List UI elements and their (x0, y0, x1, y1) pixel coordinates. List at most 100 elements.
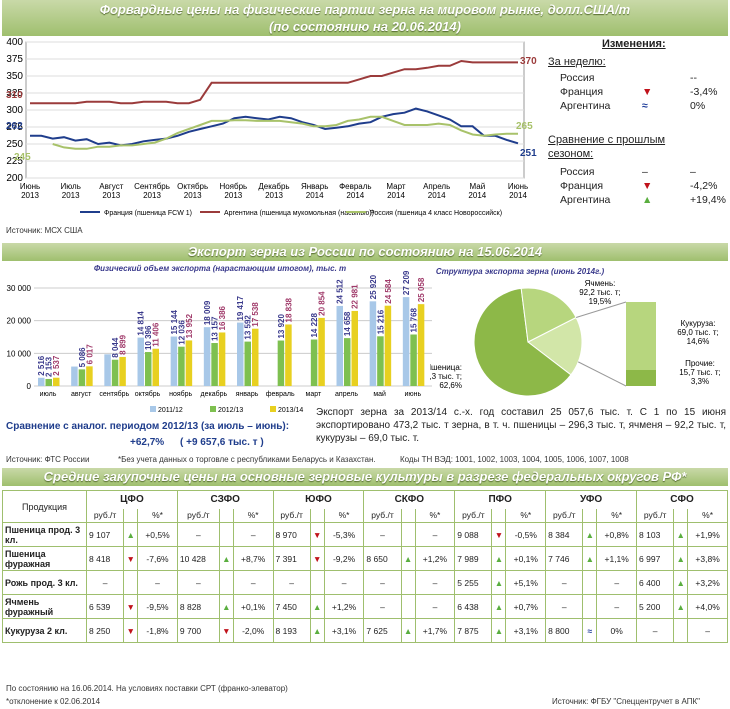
bar-value-label: 15 144 (170, 310, 179, 335)
pct-value: +3,1% (505, 618, 547, 643)
product-name: Пшеница фуражная (2, 546, 87, 571)
pct-value: +3,1% (323, 618, 365, 643)
price-value: – (545, 594, 584, 619)
product-header: Продукция (2, 490, 87, 523)
y-tick-label: 10 000 (7, 349, 32, 358)
x-tick-label-year: 2013 (224, 191, 242, 200)
bar (218, 332, 226, 386)
footer-note-2: *отклонение к 02.06.2014 (6, 697, 101, 706)
change-value: -- (690, 72, 697, 84)
trend-arrow-icon: ▲ (491, 618, 507, 643)
price-value: – (272, 570, 311, 595)
district-header: ПФО (454, 490, 547, 509)
bar (78, 369, 86, 386)
x-tick-label-year: 2013 (102, 191, 120, 200)
x-tick-label: Май (469, 182, 485, 191)
legend-label: Франция (пшеница FCW 1) (104, 210, 192, 217)
pie-label-name: Ячмень: (585, 279, 616, 288)
bar (318, 317, 325, 386)
y-tick-label: 400 (6, 37, 23, 48)
bar (211, 343, 218, 386)
change-value: – (690, 166, 696, 178)
pie-bar-other (626, 370, 656, 386)
trend-arrow-icon (218, 522, 234, 547)
bar-value-label: 5 086 (78, 347, 87, 368)
y-tick-label: 200 (6, 173, 23, 184)
bar-value-label: 13 952 (185, 313, 194, 338)
price-value: – (363, 570, 402, 595)
x-tick-label: Сентябрь (134, 182, 170, 191)
bar-value-label: 14 814 (137, 311, 146, 336)
trend-arrow-icon: ▲ (400, 546, 416, 571)
bar (203, 327, 211, 386)
table-row: Пшеница прод. 3 кл. 9 107 ▲ +0,5% – –8 970 ▼ -5… (2, 522, 728, 547)
price-value: 9 088 (454, 522, 493, 547)
pct-value: – (687, 618, 728, 643)
y-tick-label: 0 (27, 382, 32, 391)
legend-label: 2012/13 (218, 407, 243, 414)
source-fts: Источник: ФТС России (6, 455, 90, 464)
change-arrow-icon: ≈ (642, 100, 648, 112)
export-compare-pct: +62,7% (130, 437, 165, 448)
unit-header: руб./т (85, 508, 125, 523)
pie-label-pct: 19,5% (589, 297, 612, 306)
series-line (52, 115, 518, 150)
y-tick-label: 300 (6, 105, 23, 116)
x-tick-label: март (306, 391, 322, 398)
table-row: Кукуруза 2 кл. 8 250 ▼ -1,8% 9 700 ▼ -2,0% 8 19… (2, 618, 728, 643)
x-tick-label-year: 2014 (468, 191, 486, 200)
trend-arrow-icon: ▲ (673, 546, 689, 571)
export-note: *Без учета данных о торговле с республик… (118, 455, 376, 464)
price-value: 8 193 (272, 618, 311, 643)
trend-arrow-icon: ▲ (673, 570, 689, 595)
forward-prices-chart: 200225250275300325350375400Июнь2013Июль2… (6, 37, 537, 217)
price-value: – (85, 570, 125, 595)
x-tick-label-year: 2014 (387, 191, 405, 200)
y-tick-label: 20 000 (7, 317, 32, 326)
y-tick-label: 250 (6, 139, 23, 150)
legend-swatch (270, 406, 276, 412)
pct-value: +0,1% (232, 594, 274, 619)
x-tick-label-year: 2013 (143, 191, 161, 200)
pct-value: +0,8% (596, 522, 638, 547)
x-tick-label-year: 2013 (184, 191, 202, 200)
pct-value: +0,7% (505, 594, 547, 619)
price-value: 9 700 (176, 618, 220, 643)
change-value: -3,4% (690, 86, 718, 98)
arrow-header (673, 508, 689, 523)
change-country: Аргентина (560, 194, 611, 206)
bar (178, 346, 185, 386)
price-value: 8 418 (85, 546, 125, 571)
trend-arrow-icon: ▼ (218, 618, 234, 643)
district-header: ЦФО (86, 490, 178, 509)
source-usda: Источник: МСХ США (6, 226, 83, 235)
bar (252, 328, 259, 386)
pct-value: +1,9% (687, 522, 728, 547)
bar (38, 377, 45, 386)
x-tick-label: Февраль (339, 182, 372, 191)
bar-value-label: 22 981 (351, 284, 360, 309)
purchase-title: Средние закупочные цены на основные зерн… (43, 469, 687, 484)
pct-value: -0,5% (505, 522, 547, 547)
footer-source: Источник: ФГБУ "Спеццентручет в АПК" (552, 697, 700, 706)
arrow-header (309, 508, 325, 523)
x-tick-label-year: 2014 (306, 191, 324, 200)
week-label: За неделю: (548, 56, 606, 68)
pie-label-pct: 62,6% (439, 381, 462, 390)
bar-value-label: 15 216 (376, 309, 385, 334)
legend-swatch (210, 406, 216, 412)
pct-header: %* (505, 508, 547, 523)
unit-header: руб./т (176, 508, 220, 523)
x-tick-label: Апрель (423, 182, 450, 191)
series-start-label: 310 (6, 90, 23, 101)
change-arrow-icon: ▼ (642, 86, 653, 98)
export-compare-abs: ( +9 657,6 тыс. т ) (180, 437, 264, 448)
x-tick-label-year: 2013 (62, 191, 80, 200)
x-tick-label: Январь (301, 182, 328, 191)
pie-chart-title: Структура экспорта зерна (июнь 2014г.) (436, 267, 605, 276)
trend-arrow-icon (673, 618, 689, 643)
trend-arrow-icon: ▲ (582, 546, 598, 571)
price-value: – (176, 570, 220, 595)
pct-value: +0,1% (505, 546, 547, 571)
bar (344, 338, 351, 386)
